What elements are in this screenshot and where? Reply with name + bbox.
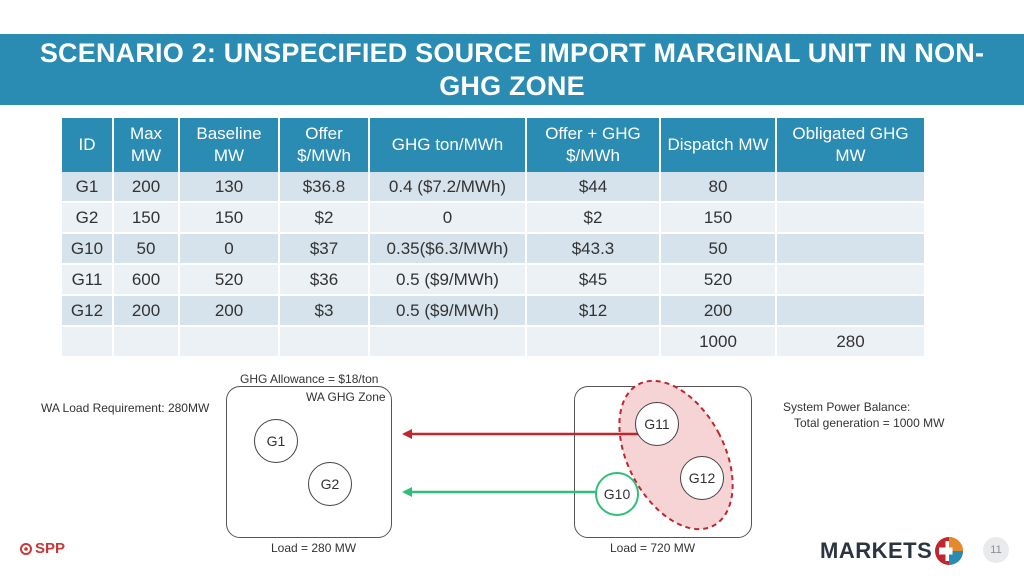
table-cell: $36.8 [280, 172, 370, 203]
header-ghg-ton: GHG ton/MWh [370, 118, 527, 172]
generator-g10: G10 [595, 472, 639, 516]
table-cell: 80 [661, 172, 777, 203]
table-cell: 200 [661, 296, 777, 327]
system-balance-title: System Power Balance: [783, 400, 911, 414]
generator-g1: G1 [254, 419, 298, 463]
table-row: G1 200 130 $36.8 0.4 ($7.2/MWh) $44 80 [62, 172, 926, 203]
table-cell [777, 172, 926, 203]
table-cell: 150 [114, 203, 180, 234]
table-cell: $37 [280, 234, 370, 265]
total-dispatch: 1000 [661, 327, 777, 358]
ghg-allowance-label: GHG Allowance = $18/ton [240, 372, 379, 386]
table-cell: G10 [62, 234, 114, 265]
table-row: G2 150 150 $2 0 $2 150 [62, 203, 926, 234]
table-cell [370, 327, 527, 358]
plus-icon [935, 537, 964, 565]
table-cell [777, 203, 926, 234]
table-cell: 200 [114, 296, 180, 327]
table-cell: 0.5 ($9/MWh) [370, 265, 527, 296]
table-cell: $45 [527, 265, 661, 296]
load-left-label: Load = 280 MW [271, 541, 357, 555]
table-cell: 0.5 ($9/MWh) [370, 296, 527, 327]
wa-ghg-zone-box [226, 386, 392, 538]
table-cell [280, 327, 370, 358]
generator-g11: G11 [635, 402, 679, 446]
table-cell: $44 [527, 172, 661, 203]
total-obligated-ghg: 280 [777, 327, 926, 358]
markets-plus-logo: MARKETS [820, 536, 964, 566]
table-row: G12 200 200 $3 0.5 ($9/MWh) $12 200 [62, 296, 926, 327]
generator-g2: G2 [308, 462, 352, 506]
table-cell: 520 [180, 265, 280, 296]
system-balance-value: Total generation = 1000 MW [794, 416, 945, 430]
table-row: G10 50 0 $37 0.35($6.3/MWh) $43.3 50 [62, 234, 926, 265]
table-cell: 50 [661, 234, 777, 265]
wa-ghg-zone-label: WA GHG Zone [306, 390, 386, 404]
table-cell: G11 [62, 265, 114, 296]
table-row-total: 1000 280 [62, 327, 926, 358]
table-cell: 0 [180, 234, 280, 265]
table-cell: 0 [370, 203, 527, 234]
header-id: ID [62, 118, 114, 172]
table-cell: 150 [180, 203, 280, 234]
table-cell: 130 [180, 172, 280, 203]
table-cell [114, 327, 180, 358]
table-cell: G12 [62, 296, 114, 327]
marginal-import-group [618, 379, 734, 531]
header-dispatch-mw: Dispatch MW [661, 118, 777, 172]
header-baseline-mw: Baseline MW [180, 118, 280, 172]
table-header-row: ID Max MW Baseline MW Offer $/MWh GHG to… [62, 118, 926, 172]
table-cell: $36 [280, 265, 370, 296]
header-obligated-ghg: Obligated GHG MW [777, 118, 926, 172]
title-bar: SCENARIO 2: UNSPECIFIED SOURCE IMPORT MA… [0, 34, 1024, 105]
table-cell: $2 [280, 203, 370, 234]
table-cell: 200 [180, 296, 280, 327]
table-cell [62, 327, 114, 358]
table-cell: 0.4 ($7.2/MWh) [370, 172, 527, 203]
table-row: G11 600 520 $36 0.5 ($9/MWh) $45 520 [62, 265, 926, 296]
scenario-table: ID Max MW Baseline MW Offer $/MWh GHG to… [62, 118, 926, 358]
table-cell [777, 234, 926, 265]
table-cell: 50 [114, 234, 180, 265]
table-cell: 0.35($6.3/MWh) [370, 234, 527, 265]
table-cell: 600 [114, 265, 180, 296]
slide-title: SCENARIO 2: UNSPECIFIED SOURCE IMPORT MA… [39, 37, 985, 101]
table-cell: $43.3 [527, 234, 661, 265]
load-right-label: Load = 720 MW [610, 541, 696, 555]
page-number: 11 [983, 537, 1009, 563]
header-max-mw: Max MW [114, 118, 180, 172]
header-offer-plus-ghg: Offer + GHG $/MWh [527, 118, 661, 172]
table-cell: $2 [527, 203, 661, 234]
header-offer: Offer $/MWh [280, 118, 370, 172]
table-cell [777, 265, 926, 296]
spp-logo: SPP [20, 540, 65, 557]
table-cell: G1 [62, 172, 114, 203]
wa-load-requirement-label: WA Load Requirement: 280MW [41, 401, 210, 415]
table-cell [527, 327, 661, 358]
table-cell: 200 [114, 172, 180, 203]
table-cell [180, 327, 280, 358]
table-cell: $3 [280, 296, 370, 327]
generator-g12: G12 [680, 456, 724, 500]
table-cell: $12 [527, 296, 661, 327]
spp-logo-text: SPP [35, 540, 66, 557]
table-cell: 150 [661, 203, 777, 234]
table-cell: 520 [661, 265, 777, 296]
table-cell: G2 [62, 203, 114, 234]
table-cell [777, 296, 926, 327]
markets-logo-text: MARKETS [820, 538, 933, 563]
spp-logo-icon [20, 542, 32, 555]
